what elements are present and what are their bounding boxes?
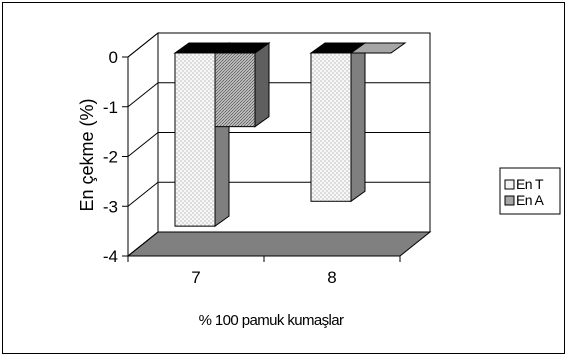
x-tick-label: 8	[327, 268, 336, 287]
y-tick-label: -4	[103, 247, 118, 266]
legend-label-en-a: En A	[516, 192, 544, 208]
bar-top-face	[213, 42, 271, 54]
y-tick-label: 0	[109, 48, 118, 67]
legend-swatch-en-t	[504, 179, 515, 190]
y-tick-label: -3	[103, 197, 118, 216]
bars	[173, 42, 407, 228]
bar-8-en-a	[349, 42, 407, 54]
plot-back-wall	[127, 31, 431, 258]
bar-front-face	[214, 52, 256, 128]
gridline	[127, 32, 430, 58]
x-tick-label: 7	[191, 268, 200, 287]
legend-label-en-t: En T	[516, 176, 544, 192]
gridline	[127, 231, 430, 257]
y-tick-label: -2	[103, 148, 118, 167]
y-tick-label: -1	[103, 98, 118, 117]
y-axis	[122, 56, 401, 262]
plot-floor	[126, 231, 432, 257]
floor-panel	[126, 231, 432, 257]
bar-side-face	[350, 42, 366, 203]
legend-swatch-en-a	[504, 195, 515, 206]
bar-front-face	[174, 52, 216, 227]
bar-top-face	[349, 42, 407, 54]
bar-side-face	[254, 42, 270, 128]
y-axis-label: En çekme (%)	[77, 98, 97, 211]
x-axis-label: % 100 pamuk kumaşlar	[199, 312, 344, 329]
legend-box	[499, 167, 561, 215]
bar-front-face	[310, 52, 352, 202]
legend: En T En A	[499, 167, 561, 215]
bar-7-en-a	[213, 42, 271, 128]
bar-8-en-t	[309, 42, 367, 203]
tick-labels: 0 -1 -2 -3 -4 7 8	[103, 48, 337, 287]
